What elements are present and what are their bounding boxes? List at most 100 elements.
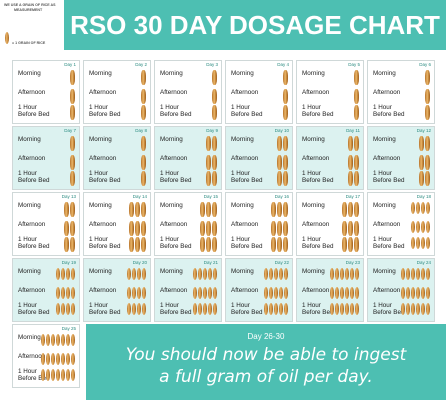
rice-grain-icon: [208, 268, 212, 280]
dose-time-label: Before Bed: [373, 309, 405, 316]
rice-grain-icon: [416, 268, 420, 280]
dose-time-label: Before Bed: [89, 243, 121, 250]
rice-grains-afternoon: [70, 89, 75, 104]
day-label: Day 12: [416, 128, 431, 133]
legend-line-1: WE USE A GRAIN OF RICE AS: [4, 3, 56, 7]
dose-time-label: Before Bed: [160, 309, 192, 316]
rice-grains-afternoon: [419, 155, 430, 170]
dose-time-label: Before Bed: [18, 243, 50, 250]
day-label: Day 23: [345, 260, 360, 265]
rice-grain-icon: [425, 171, 430, 186]
rice-grain-icon: [283, 105, 288, 120]
rice-grain-icon: [401, 268, 405, 280]
day-cell: Day 2 Morning Afternoon 1 Hour Before Bed: [83, 60, 151, 124]
rice-grain-icon: [284, 268, 288, 280]
rice-grains-afternoon: [348, 155, 359, 170]
dose-time-label: Afternoon: [89, 89, 117, 96]
day-cell: Day 20 Morning Afternoon 1 Hour Before Bed: [83, 258, 151, 322]
rice-grain-icon: [141, 105, 146, 120]
dose-time-label: Before Bed: [231, 243, 263, 250]
rice-grain-icon: [274, 303, 278, 315]
dose-time-label: Morning: [302, 268, 325, 275]
dose-time-label: Before Bed: [160, 111, 192, 118]
rice-grain-icon: [71, 268, 75, 280]
rice-grains-morning: [141, 136, 146, 151]
rice-grain-icon: [66, 268, 70, 280]
rice-grain-icon: [135, 202, 140, 217]
dose-time-label: Afternoon: [231, 155, 259, 162]
dose-time-label: Before Bed: [231, 177, 263, 184]
rice-grains-afternoon: [64, 221, 75, 236]
rice-grain-icon: [200, 221, 205, 236]
day-label: Day 10: [274, 128, 289, 133]
header: WE USE A GRAIN OF RICE AS MEASUREMENT = …: [0, 0, 446, 50]
dose-time-label: Afternoon: [18, 89, 46, 96]
rice-grain-icon: [127, 303, 131, 315]
rice-grain-icon: [203, 268, 207, 280]
rice-grain-icon: [335, 287, 339, 299]
rice-grain-icon: [279, 268, 283, 280]
rice-grain-icon: [283, 136, 288, 151]
rice-grains-bed: [127, 303, 146, 315]
dose-time-label: Before Bed: [373, 111, 405, 118]
rice-grains-bed: [129, 237, 146, 252]
rice-grain-icon: [70, 136, 75, 151]
rice-grains-bed: [401, 303, 430, 315]
day-cell: Day 22 Morning Afternoon 1 Hour Before Bed: [225, 258, 293, 322]
dose-time-label: Afternoon: [18, 287, 46, 294]
rice-grain-icon: [421, 237, 425, 249]
day-label: Day 21: [203, 260, 218, 265]
rice-grains-morning: [425, 70, 430, 85]
dose-time-label: Before Bed: [18, 309, 50, 316]
rice-grains-bed: [193, 303, 217, 315]
rice-grains-bed: [141, 105, 146, 120]
rice-grain-icon: [132, 303, 136, 315]
rice-grains-morning: [264, 268, 288, 280]
dose-time-label: Afternoon: [302, 221, 330, 228]
dose-time-label: Afternoon: [302, 287, 330, 294]
dose-time-label: Morning: [302, 70, 325, 77]
dose-time-label: Afternoon: [160, 221, 188, 228]
rice-grain-icon: [271, 202, 276, 217]
dose-time-label: 1 Hour: [18, 236, 37, 243]
rice-grain-icon: [277, 136, 282, 151]
rice-grain-icon: [56, 303, 60, 315]
final-message-box: Day 26-30 You should now be able to inge…: [86, 324, 446, 400]
rice-grain-icon: [129, 237, 134, 252]
rice-grain-icon: [212, 155, 217, 170]
rice-grain-icon: [425, 105, 430, 120]
rice-grains-bed: [277, 171, 288, 186]
day-label: Day 8: [135, 128, 147, 133]
rice-grain-icon: [46, 334, 50, 346]
rice-grain-icon: [198, 287, 202, 299]
rice-grain-icon: [426, 221, 430, 233]
rice-grains-afternoon: [342, 221, 359, 236]
rice-grain-icon: [419, 155, 424, 170]
day-cell: Day 21 Morning Afternoon 1 Hour Before Bed: [154, 258, 222, 322]
rice-grain-icon: [416, 237, 420, 249]
rice-grain-icon: [129, 202, 134, 217]
dose-time-label: Before Bed: [89, 177, 121, 184]
rice-grain-icon: [61, 369, 65, 381]
rice-grains-morning: [212, 70, 217, 85]
rice-grain-icon: [64, 221, 69, 236]
rice-grain-icon: [340, 303, 344, 315]
rice-grain-icon: [135, 221, 140, 236]
dose-time-label: Afternoon: [89, 287, 117, 294]
final-message-line-1: You should now be able to ingest: [125, 345, 407, 365]
dose-time-label: Morning: [89, 268, 112, 275]
rice-grain-icon: [354, 202, 359, 217]
rice-grain-icon: [419, 136, 424, 151]
rice-grain-icon: [277, 171, 282, 186]
rice-grain-icon: [283, 70, 288, 85]
dose-time-label: Afternoon: [18, 353, 46, 360]
day-cell: Day 1 Morning Afternoon 1 Hour Before Bed: [12, 60, 80, 124]
rice-grain-icon: [279, 303, 283, 315]
rice-grain-icon: [411, 237, 415, 249]
dose-time-label: Afternoon: [18, 221, 46, 228]
rice-grain-icon: [416, 287, 420, 299]
day-cell: Day 3 Morning Afternoon 1 Hour Before Bed: [154, 60, 222, 124]
rice-grains-afternoon: [141, 155, 146, 170]
rice-grain-icon: [198, 303, 202, 315]
dose-time-label: Morning: [18, 136, 41, 143]
